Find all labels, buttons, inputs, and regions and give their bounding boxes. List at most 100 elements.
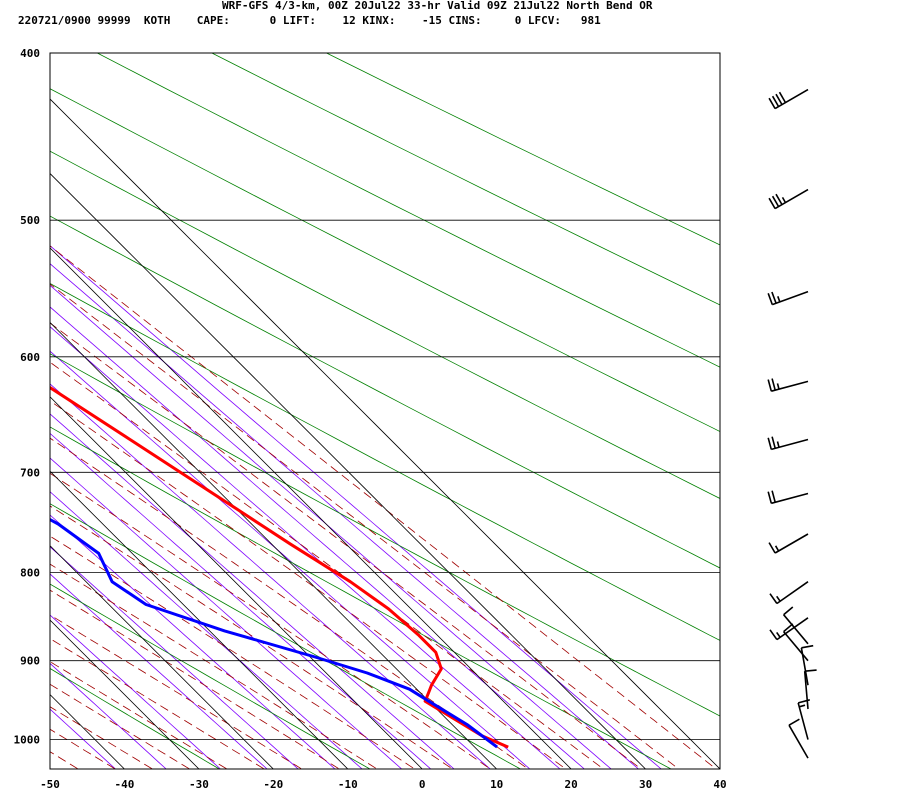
- x-tick-label: 10: [490, 778, 503, 791]
- wind-barb-feather: [767, 379, 773, 392]
- moist-adiabat-line: [50, 563, 378, 769]
- y-tick-label: 700: [20, 466, 40, 479]
- wind-barb-half-feather: [777, 296, 781, 303]
- wind-barb-feather: [778, 91, 787, 103]
- wind-barb-feather: [769, 593, 778, 604]
- isotherm-line: [50, 172, 647, 769]
- wind-barb-staff: [803, 671, 809, 710]
- sounding-indices: 220721/0900 99999 KOTH CAPE: 0 LIFT: 12 …: [18, 14, 601, 27]
- dewpoint-line: [50, 517, 499, 749]
- dry-adiabat-line: [50, 353, 720, 717]
- mixing-ratio-line: [50, 614, 222, 769]
- moist-adiabat-line: [50, 589, 341, 769]
- wind-barb-feather: [771, 490, 776, 503]
- dry-adiabat-line: [50, 150, 720, 499]
- moist-adiabat-line: [50, 614, 303, 769]
- wind-barbs: [767, 88, 817, 759]
- dry-adiabat-line: [325, 53, 720, 246]
- isotherm-line: [50, 545, 274, 769]
- wind-barb-feather: [775, 193, 783, 205]
- wind-barb-staff: [774, 188, 809, 210]
- y-tick-label: 400: [20, 47, 40, 60]
- y-tick-label: 900: [20, 655, 40, 668]
- mixing-ratio-line: [50, 350, 531, 769]
- wind-barb-staff: [788, 724, 809, 759]
- dry-adiabat-line: [50, 668, 221, 769]
- wind-barb: [803, 669, 817, 710]
- isotherm-line: [50, 247, 572, 769]
- wind-barb-staff: [800, 647, 809, 686]
- x-tick-label: -50: [40, 778, 60, 791]
- dry-adiabat-line: [50, 215, 720, 569]
- wind-barb-half-feather: [776, 383, 780, 390]
- wind-barb: [797, 699, 811, 740]
- dry-adiabat-line: [50, 88, 720, 432]
- plot-frame: [49, 52, 721, 770]
- wind-barb-feather: [771, 291, 777, 304]
- wind-barb-staff: [782, 631, 809, 662]
- wind-barb-feather: [767, 491, 773, 504]
- wind-barb-half-feather: [798, 704, 806, 708]
- wind-barb-staff: [774, 88, 809, 110]
- moist-adiabat-line: [50, 751, 79, 769]
- x-tick-label: 30: [639, 778, 652, 791]
- wind-barb: [768, 533, 809, 554]
- mixing-ratio-line: [50, 514, 336, 769]
- chart-title: WRF-GFS 4/3-km, 00Z 20Jul22 33-hr Valid …: [222, 0, 653, 12]
- wind-barb: [767, 290, 809, 306]
- temperature-line: [50, 385, 509, 749]
- moist-adiabat-line: [50, 245, 717, 769]
- mixing-ratio-line: [50, 573, 268, 769]
- axis-ticks: 400 500 600 700 800 900 1000 -50 -40 -30 -20 -10 0 10…: [14, 47, 727, 791]
- mixing-ratio-line: [50, 432, 432, 769]
- wind-barb-half-feather: [774, 545, 780, 552]
- wind-barb-feather: [804, 669, 817, 672]
- wind-barb-feather: [768, 542, 776, 554]
- wind-barb-staff: [797, 702, 809, 740]
- moist-adiabat-line: [50, 706, 154, 769]
- dry-adiabat-line: [96, 53, 720, 368]
- moist-adiabat-line: [50, 638, 265, 769]
- wind-barb-feather: [797, 699, 811, 704]
- wind-barb-staff: [776, 617, 809, 641]
- wind-barb-half-feather: [776, 595, 781, 602]
- isotherm-line: [50, 619, 200, 769]
- y-tick-label: 800: [20, 566, 40, 579]
- wind-barb: [767, 490, 809, 505]
- mixing-ratio-line: [50, 546, 299, 769]
- y-tick-label: 500: [20, 214, 40, 227]
- wind-barb-feather: [788, 718, 800, 726]
- x-tick-label: 40: [713, 778, 726, 791]
- dry-adiabat-line: [211, 53, 720, 306]
- mixing-ratio-line: [50, 284, 612, 769]
- moist-adiabat-line: [50, 322, 642, 769]
- x-tick-label: -30: [189, 778, 209, 791]
- wind-barb-staff: [776, 581, 809, 605]
- wind-barb-staff: [771, 492, 809, 505]
- x-tick-label: 0: [419, 778, 426, 791]
- wind-barb-staff: [774, 533, 809, 554]
- wind-barb: [768, 88, 809, 110]
- wind-barb-feather: [771, 195, 780, 207]
- mixing-ratio-line: [50, 413, 455, 769]
- wind-barb: [767, 378, 809, 392]
- wind-barb: [800, 644, 814, 686]
- x-tick-label: -40: [114, 778, 134, 791]
- mixing-ratio-line: [50, 491, 363, 769]
- wind-barb-half-feather: [781, 197, 787, 203]
- wind-barb-feather: [767, 293, 774, 305]
- background-lines: [50, 53, 720, 769]
- mixing-ratio-line: [50, 263, 640, 769]
- wind-barb-feather: [775, 93, 783, 105]
- wind-barb-feather: [783, 606, 794, 616]
- dry-adiabat-line: [50, 583, 371, 769]
- wind-barb-feather: [767, 437, 773, 450]
- mixing-ratio-line: [50, 383, 491, 769]
- wind-barb: [782, 606, 809, 645]
- moist-adiabat-line: [50, 535, 416, 769]
- wind-barb-feather: [783, 623, 794, 633]
- moist-adiabat-line: [50, 437, 529, 769]
- isotherm-line: [50, 470, 349, 769]
- wind-barb-feather: [768, 197, 776, 209]
- wind-barb-feather: [801, 644, 814, 649]
